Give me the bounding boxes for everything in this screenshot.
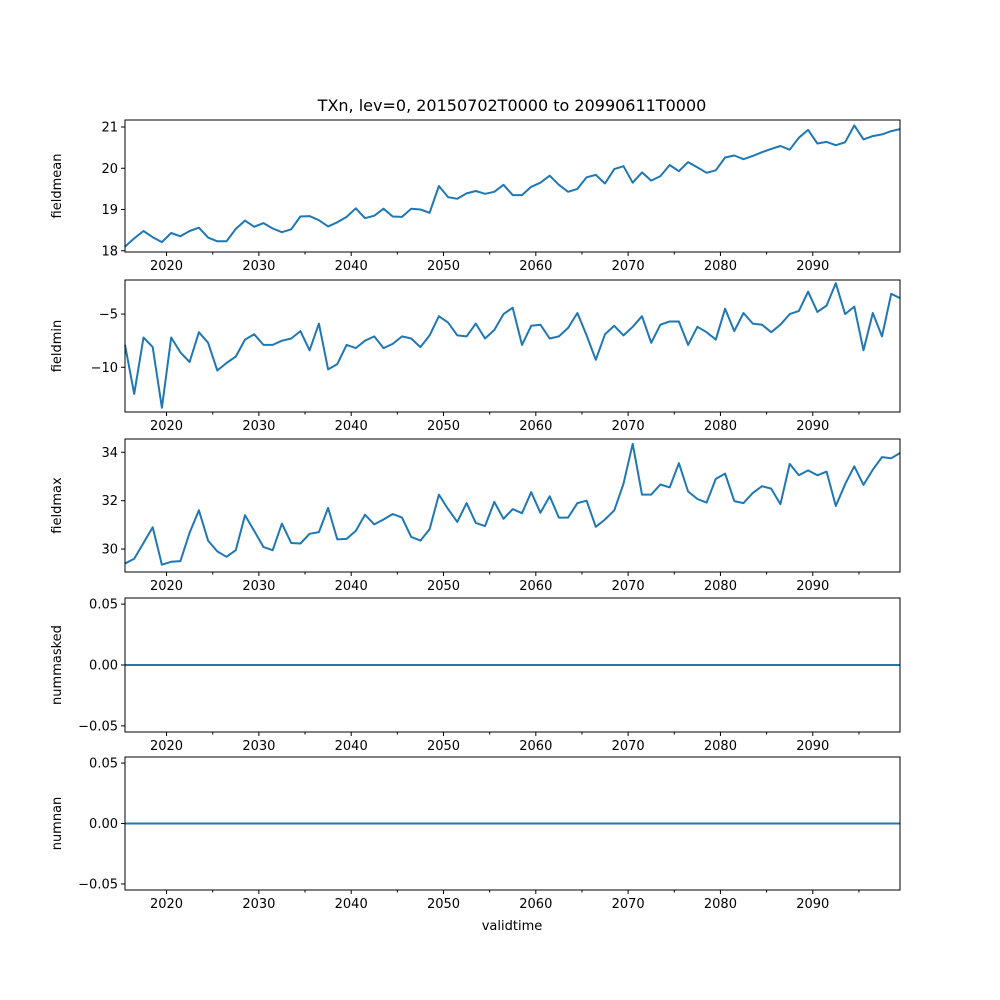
x-tick-label: 2090: [796, 897, 829, 912]
y-tick-label: 32: [101, 494, 118, 509]
x-tick-label: 2070: [612, 739, 645, 754]
x-tick-label: 2030: [242, 739, 275, 754]
plot-frame: [124, 279, 901, 413]
y-tick-label: 19: [101, 203, 118, 218]
x-tick-label: 2060: [519, 579, 552, 594]
x-tick-label: 2080: [704, 897, 737, 912]
x-tick-label: 2050: [427, 259, 460, 274]
x-tick-label: 2040: [335, 579, 368, 594]
y-tick-label: 21: [101, 121, 118, 136]
chart-title: TXn, lev=0, 20150702T0000 to 20990611T00…: [317, 96, 707, 115]
y-axis-label: nummasked: [50, 625, 65, 705]
x-axis-label: validtime: [482, 919, 543, 934]
x-tick-label: 2070: [612, 419, 645, 434]
panel-numnan: −0.05 0.00 0.05 numnan 2020 2030 2040 2050 2060 2…: [50, 756, 901, 912]
x-tick-label: 2050: [427, 419, 460, 434]
x-tick-label: 2070: [612, 897, 645, 912]
x-tick-label: 2050: [427, 579, 460, 594]
x-tick-label: 2020: [150, 897, 183, 912]
x-tick-label: 2090: [796, 259, 829, 274]
y-tick-label: −5: [99, 308, 118, 323]
x-tick-label: 2060: [519, 419, 552, 434]
x-tick-label: 2040: [335, 419, 368, 434]
x-tick-label: 2090: [796, 419, 829, 434]
y-axis-label: fieldmean: [50, 154, 65, 219]
x-tick-label: 2030: [242, 259, 275, 274]
panel-fieldmin: −10 −5 fieldmin 2020 2030 2040 2050 2060 2070 208…: [50, 279, 901, 434]
x-tick-label: 2060: [519, 897, 552, 912]
y-tick-label: −0.05: [78, 719, 118, 734]
y-axis-label: numnan: [50, 797, 65, 851]
y-tick-label: 20: [101, 162, 118, 177]
x-tick-label: 2090: [796, 739, 829, 754]
y-tick-label: 0.00: [89, 817, 118, 832]
x-tick-label: 2030: [242, 419, 275, 434]
x-tick-label: 2060: [519, 259, 552, 274]
y-axis-label: fieldmax: [50, 477, 65, 534]
plot-frame: [124, 438, 901, 573]
panel-fieldmean: 18 19 20 21 fieldmean 2020 2030 2040 2050 2060 207…: [50, 119, 901, 274]
x-tick-label: 2020: [150, 259, 183, 274]
y-tick-label: 34: [101, 446, 118, 461]
x-tick-label: 2040: [335, 259, 368, 274]
y-tick-label: 30: [101, 543, 118, 558]
y-tick-label: 0.00: [89, 659, 118, 674]
panels: 18 19 20 21 fieldmean 2020 2030 2040 2050 2060 207…: [50, 119, 901, 912]
panel-nummasked: −0.05 0.00 0.05 nummasked 2020 2030 2040 2050 20…: [50, 597, 901, 754]
y-tick-label: 0.05: [89, 598, 118, 613]
x-tick-label: 2080: [704, 259, 737, 274]
x-tick-label: 2070: [612, 579, 645, 594]
x-tick-label: 2020: [150, 579, 183, 594]
y-tick-label: −10: [91, 361, 118, 376]
x-tick-label: 2040: [335, 739, 368, 754]
series-line-fieldmean: [124, 124, 901, 248]
x-tick-label: 2080: [704, 419, 737, 434]
y-tick-label: −0.05: [78, 877, 118, 892]
plot-frame: [124, 119, 901, 253]
x-tick-label: 2050: [427, 897, 460, 912]
x-tick-label: 2080: [704, 579, 737, 594]
series-line-fieldmin: [124, 282, 901, 409]
x-tick-label: 2070: [612, 259, 645, 274]
panel-fieldmax: 30 32 34 fieldmax 2020 2030 2040 2050 2060 2070 20…: [50, 438, 901, 594]
x-tick-label: 2080: [704, 739, 737, 754]
x-tick-label: 2020: [150, 739, 183, 754]
x-tick-label: 2090: [796, 579, 829, 594]
y-tick-label: 0.05: [89, 757, 118, 772]
y-tick-label: 18: [101, 244, 118, 259]
x-tick-label: 2040: [335, 897, 368, 912]
x-tick-label: 2020: [150, 419, 183, 434]
y-axis-label: fieldmin: [50, 320, 65, 373]
x-tick-label: 2030: [242, 579, 275, 594]
x-tick-label: 2030: [242, 897, 275, 912]
series-line-fieldmax: [124, 442, 901, 566]
x-tick-label: 2060: [519, 739, 552, 754]
x-tick-label: 2050: [427, 739, 460, 754]
